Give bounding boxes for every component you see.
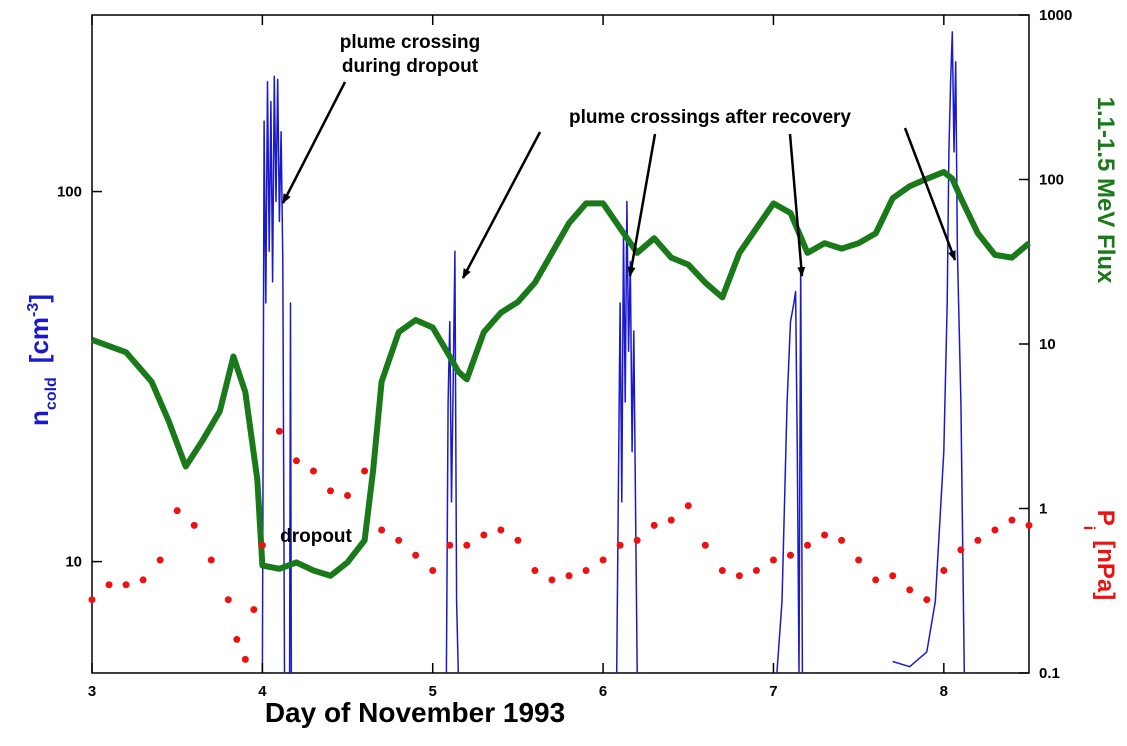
y-label-unit: [cm xyxy=(24,317,54,363)
data-point xyxy=(838,536,846,544)
data-point xyxy=(395,536,403,544)
x-tick-label: 4 xyxy=(258,683,267,700)
annotation-text: plume crossings after recovery xyxy=(569,107,851,128)
data-point xyxy=(412,551,420,559)
y-label-close: ] xyxy=(24,294,54,303)
data-point xyxy=(190,521,198,529)
data-point xyxy=(769,556,777,564)
data-point xyxy=(514,536,522,544)
annotation-text: dropout xyxy=(280,526,352,547)
y2-label-sub: i xyxy=(1080,526,1097,530)
data-point xyxy=(88,596,96,604)
data-point xyxy=(361,467,369,475)
arrow xyxy=(903,127,957,261)
x-tick-label: 6 xyxy=(599,683,607,700)
arrow xyxy=(627,133,657,277)
data-point xyxy=(684,502,692,510)
plot-area xyxy=(88,31,1033,674)
data-point xyxy=(735,572,743,580)
data-point xyxy=(497,526,505,534)
data-point xyxy=(429,566,437,574)
data-point xyxy=(122,581,130,589)
data-point xyxy=(786,551,794,559)
data-point xyxy=(1025,521,1033,529)
data-point xyxy=(804,541,812,549)
arrow xyxy=(281,81,347,204)
data-point xyxy=(105,581,113,589)
data-point xyxy=(855,556,863,564)
data-point xyxy=(446,541,454,549)
annotation: plume crossing during dropout plume cros… xyxy=(280,32,957,547)
data-point xyxy=(821,531,829,539)
arrow xyxy=(461,131,542,279)
data-point xyxy=(1008,516,1016,524)
data-point xyxy=(940,566,948,574)
data-point xyxy=(889,572,897,580)
data-point xyxy=(565,572,573,580)
y-label-base: n xyxy=(24,410,54,426)
data-point xyxy=(292,457,300,465)
y2-tick-label: 100 xyxy=(1039,172,1064,189)
y2-tick-label: 1 xyxy=(1039,501,1047,518)
data-point xyxy=(258,541,266,549)
y2-tick-label: 0.1 xyxy=(1039,665,1060,682)
data-point xyxy=(582,566,590,574)
data-point xyxy=(233,635,241,643)
x-tick-label: 7 xyxy=(769,683,777,700)
data-point xyxy=(872,576,880,584)
data-point xyxy=(923,596,931,604)
y-label-sup: -3 xyxy=(25,303,42,317)
data-point xyxy=(548,576,556,584)
data-point xyxy=(139,576,147,584)
data-point xyxy=(701,541,709,549)
data-point xyxy=(991,526,999,534)
data-point xyxy=(156,556,164,564)
y2-label-base: P xyxy=(1092,510,1119,526)
y2-tick-label: 1000 xyxy=(1039,7,1072,24)
y-tick-label: 100 xyxy=(57,184,82,201)
data-point xyxy=(752,566,760,574)
data-point xyxy=(957,546,965,554)
y-label-sub: cold xyxy=(43,377,60,410)
data-point xyxy=(633,536,641,544)
x-axis-label: Day of November 1993 xyxy=(265,697,565,728)
data-point xyxy=(531,566,539,574)
series-line xyxy=(261,31,966,674)
data-point xyxy=(344,491,352,499)
data-point xyxy=(207,556,215,564)
arrow xyxy=(788,133,806,277)
x-tick-label: 5 xyxy=(429,683,437,700)
data-point xyxy=(974,536,982,544)
series-line xyxy=(90,169,1031,579)
data-point xyxy=(173,507,181,515)
data-point xyxy=(309,467,317,475)
data-point xyxy=(250,606,258,614)
data-point xyxy=(667,516,675,524)
data-point xyxy=(378,526,386,534)
y2-tick-label: 10 xyxy=(1039,336,1056,353)
y-axis-label: ncold [cm-3] xyxy=(24,294,60,426)
x-tick-label: 8 xyxy=(940,683,948,700)
data-point xyxy=(224,596,232,604)
data-point xyxy=(327,487,335,495)
y2-axis-label: Pi [nPa] xyxy=(1080,510,1119,600)
data-point xyxy=(275,427,283,435)
x-tick-label: 3 xyxy=(88,683,96,700)
data-point xyxy=(241,655,249,663)
data-point xyxy=(906,586,914,594)
data-point xyxy=(650,521,658,529)
data-point xyxy=(480,531,488,539)
annotation-text: during dropout xyxy=(342,56,479,77)
y2-axis-label: 1.1-1.5 MeV Flux xyxy=(1092,97,1119,284)
y-tick-label: 10 xyxy=(65,554,82,571)
data-point xyxy=(616,541,624,549)
y2-label-unit: [nPa] xyxy=(1092,540,1119,600)
data-point xyxy=(463,541,471,549)
annotation-text: plume crossing xyxy=(340,32,480,53)
data-point xyxy=(718,566,726,574)
data-point xyxy=(599,556,607,564)
plot-frame xyxy=(91,14,1030,674)
